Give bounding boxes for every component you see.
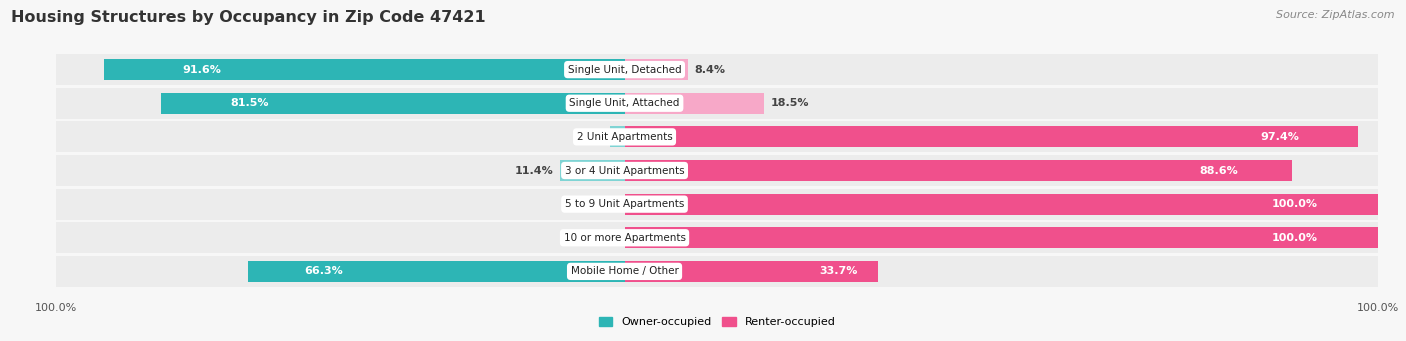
Bar [56, 121, 1378, 152]
Text: 2.6%: 2.6% [572, 132, 603, 142]
Bar [56, 155, 1378, 186]
Text: Housing Structures by Occupancy in Zip Code 47421: Housing Structures by Occupancy in Zip C… [11, 10, 486, 25]
Text: 33.7%: 33.7% [820, 266, 858, 277]
Text: 5 to 9 Unit Apartments: 5 to 9 Unit Apartments [565, 199, 685, 209]
Bar [56, 222, 1378, 253]
Bar [624, 160, 1292, 181]
Text: 100.0%: 100.0% [1271, 199, 1317, 209]
Text: 3 or 4 Unit Apartments: 3 or 4 Unit Apartments [565, 165, 685, 176]
Bar [624, 93, 763, 114]
Text: 100.0%: 100.0% [1271, 233, 1317, 243]
Bar [104, 59, 624, 80]
Text: 2 Unit Apartments: 2 Unit Apartments [576, 132, 672, 142]
Bar [624, 127, 1358, 147]
Text: 0.0%: 0.0% [588, 233, 617, 243]
Bar [56, 189, 1378, 220]
Text: 91.6%: 91.6% [181, 64, 221, 75]
Text: Mobile Home / Other: Mobile Home / Other [571, 266, 679, 277]
Bar [624, 227, 1378, 248]
Bar [162, 93, 624, 114]
Bar [56, 54, 1378, 85]
Bar [56, 88, 1378, 119]
Bar [560, 160, 624, 181]
Bar [610, 127, 624, 147]
Text: 11.4%: 11.4% [515, 165, 553, 176]
Text: 0.0%: 0.0% [588, 199, 617, 209]
Bar [624, 261, 879, 282]
Text: 88.6%: 88.6% [1199, 165, 1239, 176]
Legend: Owner-occupied, Renter-occupied: Owner-occupied, Renter-occupied [595, 313, 839, 332]
Text: Source: ZipAtlas.com: Source: ZipAtlas.com [1277, 10, 1395, 20]
Bar [247, 261, 624, 282]
Text: 81.5%: 81.5% [231, 98, 270, 108]
Text: 66.3%: 66.3% [304, 266, 343, 277]
Text: 97.4%: 97.4% [1261, 132, 1299, 142]
Text: 8.4%: 8.4% [695, 64, 725, 75]
Bar [624, 59, 688, 80]
Text: Single Unit, Attached: Single Unit, Attached [569, 98, 679, 108]
Text: Single Unit, Detached: Single Unit, Detached [568, 64, 682, 75]
Text: 18.5%: 18.5% [770, 98, 808, 108]
Bar [624, 194, 1378, 214]
Text: 10 or more Apartments: 10 or more Apartments [564, 233, 686, 243]
Bar [56, 256, 1378, 287]
